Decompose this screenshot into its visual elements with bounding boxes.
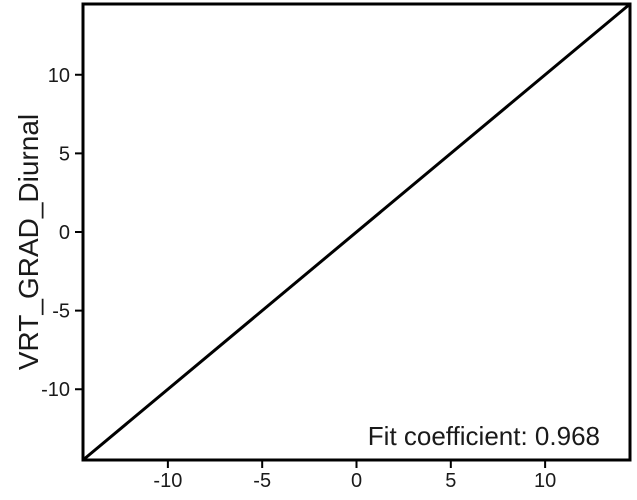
y-tick-label: 0 bbox=[59, 222, 70, 244]
x-axis: -10 -5 0 5 10 bbox=[153, 460, 556, 492]
y-tick-label: 5 bbox=[59, 143, 70, 165]
y-tick-label: -5 bbox=[52, 301, 70, 323]
y-tick-label: 10 bbox=[48, 65, 70, 87]
x-tick-label: 10 bbox=[534, 470, 556, 492]
y-axis: -10 -5 0 5 10 bbox=[41, 65, 83, 401]
x-tick-label: -5 bbox=[253, 470, 271, 492]
x-tick-label: -10 bbox=[153, 470, 182, 492]
y-axis-title: VRT_GRAD_Diurnal bbox=[13, 114, 44, 370]
fit-coefficient-annotation: Fit coefficient: 0.968 bbox=[368, 421, 600, 451]
y-tick-label: -10 bbox=[41, 379, 70, 401]
x-tick-label: 0 bbox=[351, 470, 362, 492]
x-tick-label: 5 bbox=[445, 470, 456, 492]
series-line bbox=[82, 2, 631, 462]
